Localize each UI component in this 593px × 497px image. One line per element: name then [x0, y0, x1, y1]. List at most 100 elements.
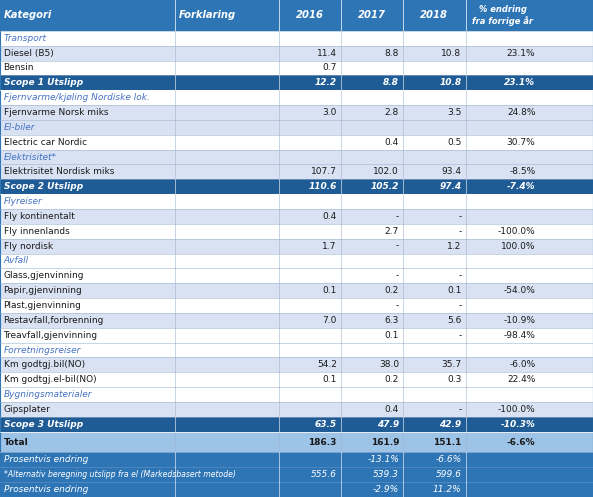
Bar: [0, 467, 593, 482]
Bar: [0, 372, 593, 387]
Text: Km godtgj.bil(NO): Km godtgj.bil(NO): [4, 360, 85, 369]
Text: 0.1: 0.1: [323, 286, 337, 295]
Text: 0.4: 0.4: [385, 405, 399, 414]
Text: 100.0%: 100.0%: [501, 242, 535, 250]
Bar: [0, 387, 593, 402]
Text: 599.6: 599.6: [435, 470, 461, 479]
Bar: [0, 150, 593, 165]
Text: Transport: Transport: [4, 34, 47, 43]
Text: -: -: [396, 271, 399, 280]
Text: -10.9%: -10.9%: [503, 316, 535, 325]
Text: 0.4: 0.4: [323, 212, 337, 221]
Text: 107.7: 107.7: [311, 167, 337, 176]
Text: Electric car Nordic: Electric car Nordic: [4, 138, 87, 147]
Text: -: -: [396, 242, 399, 250]
Text: 7.0: 7.0: [323, 316, 337, 325]
Text: -10.3%: -10.3%: [500, 420, 535, 429]
Text: Papir,gjenvinning: Papir,gjenvinning: [4, 286, 82, 295]
Text: -6.0%: -6.0%: [509, 360, 535, 369]
Text: El-biler: El-biler: [4, 123, 35, 132]
Bar: [0, 90, 593, 105]
Text: 54.2: 54.2: [317, 360, 337, 369]
Text: -2.9%: -2.9%: [373, 485, 399, 494]
Text: Forretningsreiser: Forretningsreiser: [4, 345, 81, 354]
Text: Total: Total: [4, 437, 28, 447]
Bar: [0, 452, 593, 467]
Text: 30.7%: 30.7%: [507, 138, 535, 147]
Text: % endring
fra forrige år: % endring fra forrige år: [472, 5, 533, 26]
Text: 2017: 2017: [358, 10, 386, 20]
Bar: [0, 239, 593, 253]
Text: 555.6: 555.6: [311, 470, 337, 479]
Text: 24.8%: 24.8%: [507, 108, 535, 117]
Bar: [0, 120, 593, 135]
Text: 23.1%: 23.1%: [507, 49, 535, 58]
Text: Restavfall,forbrenning: Restavfall,forbrenning: [4, 316, 104, 325]
Bar: [0, 432, 593, 452]
Bar: [0, 31, 593, 46]
Text: 0.2: 0.2: [385, 286, 399, 295]
Text: 539.3: 539.3: [373, 470, 399, 479]
Text: Plast,gjenvinning: Plast,gjenvinning: [4, 301, 81, 310]
Text: -: -: [396, 212, 399, 221]
Text: 93.4: 93.4: [441, 167, 461, 176]
Bar: [0, 268, 593, 283]
Bar: [0, 194, 593, 209]
Bar: [0, 105, 593, 120]
Bar: [0, 46, 593, 61]
Text: Fly kontinentalt: Fly kontinentalt: [4, 212, 75, 221]
Bar: [0, 357, 593, 372]
Text: -98.4%: -98.4%: [503, 331, 535, 339]
Text: 151.1: 151.1: [433, 437, 461, 447]
Text: -13.1%: -13.1%: [367, 455, 399, 464]
Text: Prosentvis endring: Prosentvis endring: [4, 455, 88, 464]
Text: Forklaring: Forklaring: [179, 10, 236, 20]
Text: Diesel (B5): Diesel (B5): [4, 49, 53, 58]
Bar: [0, 328, 593, 342]
Text: 0.4: 0.4: [385, 138, 399, 147]
Bar: [0, 179, 593, 194]
Bar: [0, 283, 593, 298]
Text: 35.7: 35.7: [441, 360, 461, 369]
Text: 11.2%: 11.2%: [433, 485, 461, 494]
Text: 3.0: 3.0: [323, 108, 337, 117]
Text: Avfall: Avfall: [4, 256, 28, 265]
Text: Fly nordisk: Fly nordisk: [4, 242, 53, 250]
Text: 8.8: 8.8: [385, 49, 399, 58]
Text: -: -: [458, 331, 461, 339]
Bar: [0, 76, 593, 90]
Text: -8.5%: -8.5%: [509, 167, 535, 176]
Text: Scope 1 Utslipp: Scope 1 Utslipp: [4, 78, 83, 87]
Text: -: -: [458, 271, 461, 280]
Text: 186.3: 186.3: [308, 437, 337, 447]
Text: Fjernvarme Norsk miks: Fjernvarme Norsk miks: [4, 108, 108, 117]
Text: -: -: [458, 301, 461, 310]
Text: 0.1: 0.1: [385, 331, 399, 339]
Text: 97.4: 97.4: [439, 182, 461, 191]
Text: -: -: [396, 301, 399, 310]
Bar: [0, 313, 593, 328]
Text: 2.7: 2.7: [385, 227, 399, 236]
Text: Elektrisitet*: Elektrisitet*: [4, 153, 56, 162]
Text: Flyreiser: Flyreiser: [4, 197, 42, 206]
Bar: [0, 165, 593, 179]
Text: 102.0: 102.0: [374, 167, 399, 176]
Text: Scope 3 Utslipp: Scope 3 Utslipp: [4, 420, 83, 429]
Text: 11.4: 11.4: [317, 49, 337, 58]
Text: 1.2: 1.2: [447, 242, 461, 250]
Text: 0.2: 0.2: [385, 375, 399, 384]
Text: Km godtgj.el-bil(NO): Km godtgj.el-bil(NO): [4, 375, 96, 384]
Text: 23.1%: 23.1%: [505, 78, 535, 87]
Text: 10.8: 10.8: [441, 49, 461, 58]
Text: -7.4%: -7.4%: [507, 182, 535, 191]
Text: -54.0%: -54.0%: [503, 286, 535, 295]
Text: Kategori: Kategori: [4, 10, 52, 20]
Text: 10.8: 10.8: [439, 78, 461, 87]
Bar: [0, 482, 593, 497]
Text: -100.0%: -100.0%: [498, 227, 535, 236]
Text: Bensin: Bensin: [4, 64, 34, 73]
Bar: [0, 298, 593, 313]
Bar: [0, 61, 593, 76]
Text: Treavfall,gjenvinning: Treavfall,gjenvinning: [4, 331, 98, 339]
Text: Fly innenlands: Fly innenlands: [4, 227, 69, 236]
